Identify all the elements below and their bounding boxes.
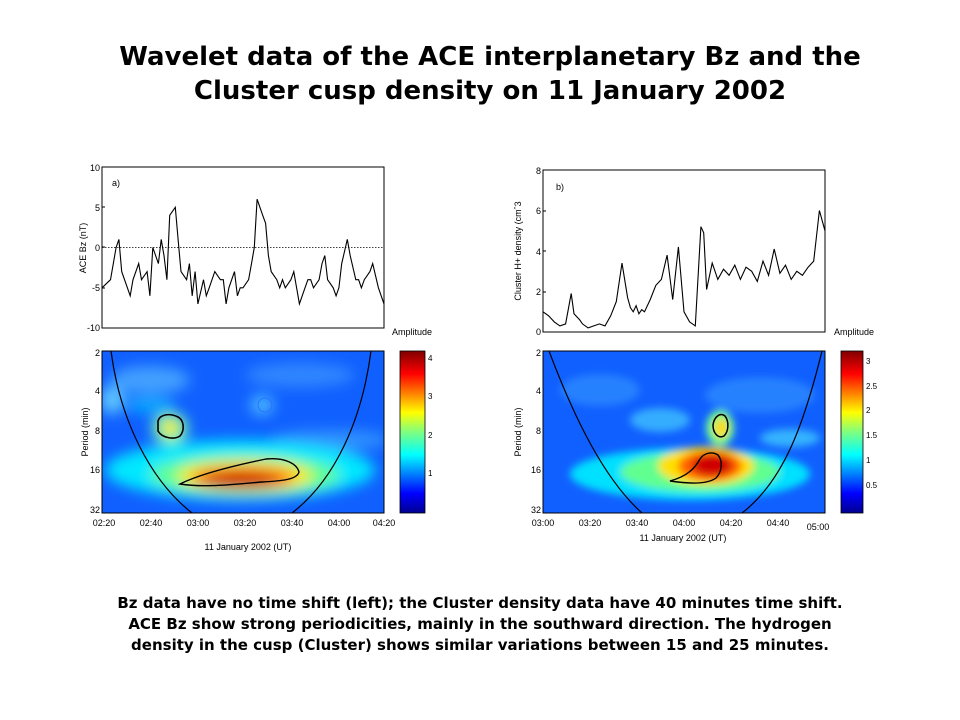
colorbar-b-tick: 2 [866,406,871,415]
wavelet-a-ytick: 16 [90,465,100,475]
panel-b-frame [542,169,826,333]
panel-a-ylabel: ACE Bz (nT) [78,223,88,274]
panel-a-ytick-label: -5 [92,283,100,293]
panel-a-ytick-label: 0 [95,243,100,253]
panel-b-label: b) [556,182,564,192]
wavelet-a-ytick: 4 [95,386,100,396]
panel-b-ytick-label: 0 [536,327,541,337]
panel-b-yticks: 8 6 4 2 0 [536,166,546,337]
colorbar-a-tick: 3 [428,392,433,401]
panel-b-significance-contour [712,413,729,438]
panel-b-series-line [542,210,826,329]
panel-a-series-line [101,199,385,307]
colorbar-b-tick: 1.5 [866,431,878,440]
panel-a-significance-contour [177,457,300,487]
panel-a-wavelet-frame [101,350,385,514]
panel-a-cone-of-influence [291,351,372,513]
wavelet-b-ytick: 2 [536,348,541,358]
panel-a-line: a) 10 5 0 -5 -10 ACE Bz (nT) [78,163,385,333]
colorbar-b-tick: 3 [866,357,871,366]
panel-b-ytick-label: 4 [536,247,541,257]
colorbar-b-tick: 2.5 [866,382,878,391]
panel-a-cone-of-influence [110,351,193,513]
panel-b-ytick-label: 2 [536,287,541,297]
panel-b-wavelet: 2 4 8 16 32 Period (min) 03:00 03:20 03:… [513,327,878,543]
panel-b-line: b) 8 6 4 2 0 Cluster H+ density (cmˆ3 [513,166,826,337]
wavelet-b-xtick: 05:00 [807,522,830,532]
panel-a-colorbar-title: Amplitude [392,327,432,337]
panel-b-wavelet-xticks: 03:00 03:20 03:40 04:00 04:20 04:40 05:0… [532,518,830,532]
panel-a-ytick-label: -10 [87,323,100,333]
panel-a-wavelet-xticks: 02:20 02:40 03:00 03:20 03:40 04:00 04:2… [93,518,396,528]
wavelet-a-xtick: 02:20 [93,518,116,528]
wavelet-a-xtick: 02:40 [140,518,163,528]
panel-a-ytick-label: 5 [95,203,100,213]
wavelet-a-ytick: 8 [95,426,100,436]
slide-title: Wavelet data of the ACE interplanetary B… [40,40,940,108]
panel-a-yticks: 10 5 0 -5 -10 [87,163,105,333]
caption: Bz data have no time shift (left); the C… [30,593,930,656]
wavelet-a-xtick: 03:20 [234,518,257,528]
wavelet-a-xtick: 04:00 [328,518,351,528]
colorbar-a-tick: 4 [428,354,433,363]
wavelet-b-xtick: 04:20 [720,518,743,528]
panel-a-colorbar-ticks: 4 3 2 1 [428,354,433,478]
panel-a-wavelet-ylabel: Period (min) [80,407,90,456]
wavelet-a-xtick: 03:00 [187,518,210,528]
colorbar-b-tick: 0.5 [866,481,878,490]
panel-b-wavelet-frame [542,350,826,514]
caption-line2: ACE Bz show strong periodicities, mainly… [128,615,832,633]
panel-a-wavelet: 2 4 8 16 32 Period (min) 02:20 02:40 03:… [80,327,433,552]
caption-line1: Bz data have no time shift (left); the C… [117,594,843,612]
colorbar-a-tick: 1 [428,469,433,478]
panel-a-ytick-label: 10 [90,163,100,173]
wavelet-a-ytick: 2 [95,348,100,358]
wavelet-a-xtick: 03:40 [281,518,304,528]
wavelet-a-ytick: 32 [90,505,100,515]
caption-line3: density in the cusp (Cluster) shows simi… [131,636,829,654]
wavelet-b-xtick: 03:40 [626,518,649,528]
wavelet-b-xtick: 04:40 [767,518,790,528]
wavelet-b-xtick: 04:00 [673,518,696,528]
wavelet-b-ytick: 4 [536,386,541,396]
panel-a-colorbar [399,350,426,514]
colorbar-b-tick: 1 [866,456,871,465]
slide-title-line2: Cluster cusp density on 11 January 2002 [193,76,787,106]
wavelet-b-ytick: 16 [531,465,541,475]
panel-b-colorbar-ticks: 3 2.5 2 1.5 1 0.5 [866,357,878,490]
wavelet-b-ytick: 32 [531,505,541,515]
panel-b-significance-contour [669,452,722,484]
panel-a-wavelet-yticks: 2 4 8 16 32 [90,348,100,515]
wavelet-b-xtick: 03:00 [532,518,555,528]
panel-b-ytick-label: 8 [536,166,541,176]
wavelet-b-xtick: 03:20 [579,518,602,528]
panel-b-cone-of-influence [741,351,823,513]
panel-b-ytick-label: 6 [536,206,541,216]
panel-a-label: a) [112,178,120,188]
wavelet-a-xtick: 04:20 [373,518,396,528]
panel-b-colorbar-title: Amplitude [834,327,874,337]
wavelet-b-ytick: 8 [536,426,541,436]
panel-b-wavelet-xlabel: 11 January 2002 (UT) [640,533,727,543]
panel-b-ylabel: Cluster H+ density (cmˆ3 [513,201,523,300]
panel-b-cone-of-influence [548,351,643,513]
panel-b-wavelet-ylabel: Period (min) [513,407,523,456]
panel-a-significance-contour [157,413,184,439]
slide-title-line1: Wavelet data of the ACE interplanetary B… [119,42,861,72]
panel-a-wavelet-xlabel: 11 January 2002 (UT) [205,542,292,552]
panel-b-colorbar [840,350,864,514]
panel-b-wavelet-yticks: 2 4 8 16 32 [531,348,541,515]
colorbar-a-tick: 2 [428,431,433,440]
